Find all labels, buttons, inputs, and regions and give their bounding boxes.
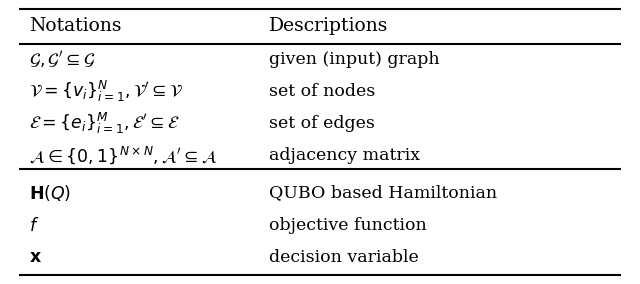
Text: set of nodes: set of nodes (269, 83, 375, 100)
Text: $\mathbf{x}$: $\mathbf{x}$ (29, 248, 42, 266)
Text: objective function: objective function (269, 217, 426, 234)
Text: $\mathcal{A} \in \{0, 1\}^{N \times N}, \mathcal{A}' \subseteq \mathcal{A}$: $\mathcal{A} \in \{0, 1\}^{N \times N}, … (29, 144, 218, 166)
Text: decision variable: decision variable (269, 248, 419, 266)
Text: $f$: $f$ (29, 217, 39, 235)
Text: $\mathbf{H}(Q)$: $\mathbf{H}(Q)$ (29, 183, 71, 203)
Text: $\mathcal{G}, \mathcal{G}' \subseteq \mathcal{G}$: $\mathcal{G}, \mathcal{G}' \subseteq \ma… (29, 49, 95, 70)
Text: $\mathcal{V} = \{v_i\}_{i=1}^{N}, \mathcal{V}' \subseteq \mathcal{V}$: $\mathcal{V} = \{v_i\}_{i=1}^{N}, \mathc… (29, 79, 184, 104)
Text: Descriptions: Descriptions (269, 17, 388, 35)
Text: QUBO based Hamiltonian: QUBO based Hamiltonian (269, 185, 497, 202)
Text: adjacency matrix: adjacency matrix (269, 147, 420, 164)
Text: Notations: Notations (29, 17, 122, 35)
Text: $\mathcal{E} = \{e_i\}_{i=1}^{M}, \mathcal{E}' \subseteq \mathcal{E}$: $\mathcal{E} = \{e_i\}_{i=1}^{M}, \mathc… (29, 111, 179, 136)
Text: given (input) graph: given (input) graph (269, 51, 440, 68)
Text: set of edges: set of edges (269, 115, 374, 132)
